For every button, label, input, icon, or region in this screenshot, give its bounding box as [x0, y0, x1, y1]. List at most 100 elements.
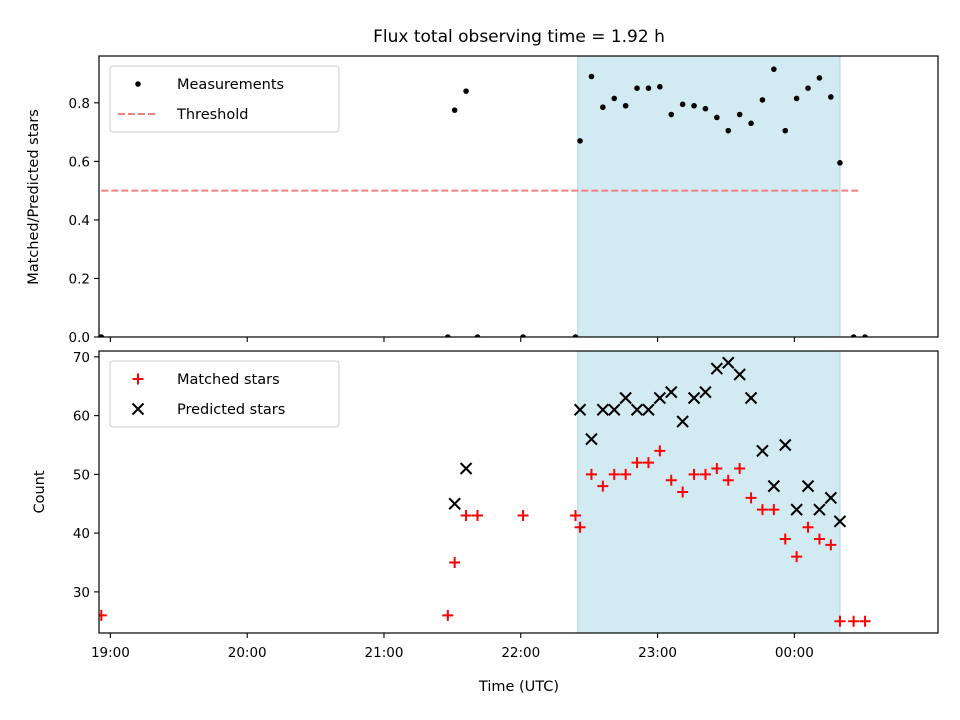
measurement-point — [771, 66, 777, 72]
legend-handle-measurements — [135, 81, 141, 87]
measurement-point — [577, 138, 583, 144]
measurement-point — [828, 94, 834, 100]
legend-label-matched-stars: Matched stars — [177, 372, 280, 388]
measurement-point — [816, 75, 823, 81]
predicted-stars-point — [756, 444, 769, 458]
measurement-point — [759, 97, 766, 103]
matched-stars-point — [677, 486, 689, 498]
matched-stars-point — [834, 615, 846, 627]
measurement-point — [736, 111, 743, 118]
matched-stars-point — [779, 533, 791, 545]
matched-stars-point — [449, 557, 461, 568]
measurement-point — [702, 105, 709, 112]
bottom-legend: Matched stars Predicted stars — [109, 360, 340, 428]
predicted-stars-point — [813, 503, 826, 516]
measurement-point — [793, 95, 800, 102]
measurement-point — [600, 104, 606, 111]
measurement-point — [805, 85, 811, 91]
predicted-stars-point — [596, 403, 610, 416]
top-panel: 0.0 0.2 0.4 0.6 0.8 Measurements Threshold — [69, 55, 939, 346]
measurement-point — [691, 102, 697, 109]
matched-stars-point — [620, 468, 632, 480]
measurement-point — [657, 83, 663, 90]
measurement-point — [645, 85, 652, 91]
matched-stars-point — [665, 474, 677, 486]
matched-stars-point — [597, 480, 609, 492]
bottom-y-axis-label: Count — [32, 470, 48, 513]
predicted-stars-point — [744, 391, 758, 405]
measurement-point — [668, 111, 675, 118]
matched-stars-point — [99, 609, 107, 621]
matched-stars-point — [825, 539, 837, 551]
matched-stars-point — [585, 468, 597, 480]
bottom-shaded-span — [577, 350, 841, 634]
bottom-panel: 19:00 20:00 21:00 22:00 23:00 00:00 30 40 50 60 70… — [73, 350, 939, 661]
measurement-point — [622, 102, 629, 109]
x-tick-label: 23:00 — [638, 645, 677, 661]
legend-label-threshold: Threshold — [176, 107, 248, 123]
x-tick-label: 22:00 — [501, 645, 540, 661]
legend-label-measurements: Measurements — [177, 77, 284, 93]
legend-handle-predicted-stars — [131, 402, 145, 416]
matched-stars-point — [756, 504, 768, 516]
top-legend-box — [109, 65, 340, 133]
predicted-stars-point — [801, 479, 815, 493]
top-y-axis-label: Matched/Predicted stars — [26, 109, 42, 285]
top-legend: Measurements Threshold — [109, 65, 340, 133]
matched-stars-point — [745, 492, 757, 504]
bottom-y-tick-label: 30 — [73, 585, 90, 601]
predicted-stars-point — [619, 391, 632, 405]
matched-stars-point — [654, 445, 666, 457]
predicted-stars-point — [722, 356, 735, 369]
matched-stars-point — [859, 615, 871, 627]
measurement-point — [679, 101, 686, 108]
measurement-point — [714, 114, 720, 121]
predicted-stars-point — [630, 403, 644, 416]
top-panel-frame — [98, 55, 939, 338]
matched-stars-point — [768, 504, 780, 516]
measurement-point — [588, 73, 595, 80]
matched-stars-point — [699, 468, 711, 480]
bottom-legend-box — [109, 360, 340, 428]
predicted-stars-point — [687, 391, 701, 405]
top-y-tick-label: 0.4 — [69, 213, 90, 229]
matched-stars-point — [631, 457, 643, 469]
x-tick-label: 00:00 — [775, 645, 814, 661]
bottom-panel-frame — [98, 350, 939, 634]
predicted-stars-point — [779, 438, 792, 452]
predicted-stars-point — [824, 491, 838, 505]
matched-stars-point — [813, 533, 825, 545]
predicted-stars-point — [833, 515, 847, 528]
matched-stars-point — [608, 468, 620, 480]
measurement-point — [748, 120, 754, 127]
measurement-point — [463, 88, 469, 94]
predicted-stars-point — [585, 432, 598, 446]
matched-stars-point — [802, 521, 814, 533]
bottom-y-tick-label: 40 — [73, 526, 90, 542]
matched-stars-point — [791, 551, 803, 563]
bottom-y-tick-label: 50 — [73, 467, 90, 483]
predicted-stars-point — [790, 503, 803, 516]
matched-stars-point — [442, 609, 454, 621]
x-tick-label: 20:00 — [228, 645, 267, 661]
bottom-y-tick-label: 60 — [73, 409, 90, 425]
bottom-y-tick-label: 70 — [73, 350, 90, 366]
predicted-stars-point — [459, 462, 473, 475]
predicted-stars-point — [608, 403, 621, 416]
matched-stars-point — [848, 615, 860, 627]
legend-handle-matched-stars — [132, 373, 144, 385]
predicted-stars-point — [642, 403, 655, 416]
top-y-tick-label: 0.8 — [69, 96, 90, 112]
matched-stars-point — [722, 474, 734, 486]
top-shaded-span — [577, 55, 841, 338]
predicted-stars-point — [676, 415, 689, 428]
matched-stars-point — [574, 521, 586, 533]
measurement-point — [451, 107, 458, 113]
matched-stars-point — [734, 463, 746, 474]
measurement-point — [634, 85, 640, 91]
legend-label-predicted-stars: Predicted stars — [177, 402, 285, 418]
top-y-tick-label: 0.0 — [69, 330, 90, 346]
predicted-stars-point — [767, 479, 781, 493]
matched-stars-point — [711, 463, 723, 474]
